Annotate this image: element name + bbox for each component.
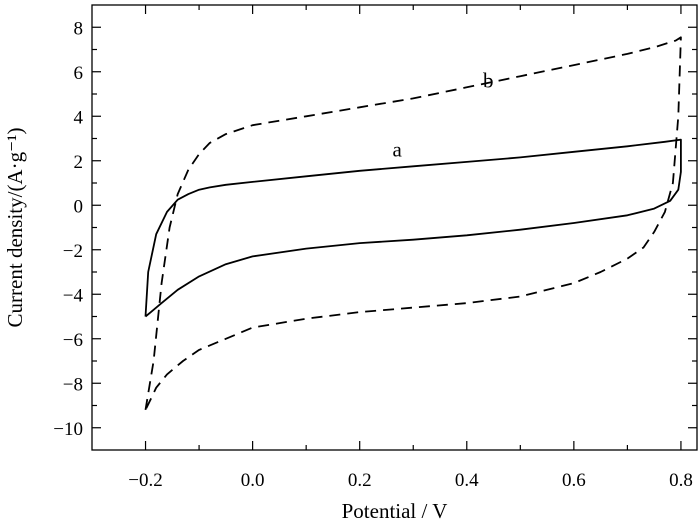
x-tick-label: 0.8 <box>669 470 693 491</box>
y-tick-label: −6 <box>63 330 83 351</box>
x-tick-label: 0.0 <box>241 470 265 491</box>
y-tick-label: −8 <box>63 374 83 395</box>
y-tick-label: −10 <box>53 419 83 440</box>
axis-tick-labels: −0.2 0.0 0.2 0.4 0.6 0.8 −10 −8 −6 −4 −2 0 2 4 6 8 <box>53 18 693 491</box>
curve-labels: ab <box>393 68 494 161</box>
y-tick-label: −4 <box>63 285 84 306</box>
y-tick-label: 8 <box>74 18 84 39</box>
x-tick-label: 0.2 <box>348 470 372 491</box>
x-tick-label: 0.4 <box>455 470 479 491</box>
y-tick-label: 4 <box>74 107 84 128</box>
axis-ticks <box>92 5 697 450</box>
curve-label-a: a <box>393 137 403 161</box>
curve-a <box>144 138 682 318</box>
y-tick-label: 0 <box>74 196 84 217</box>
y-tick-label: −2 <box>63 241 83 262</box>
x-tick-label: 0.6 <box>562 470 586 491</box>
curves <box>144 36 682 411</box>
x-tick-label: −0.2 <box>128 470 162 491</box>
x-axis-title: Potential / V <box>342 499 448 523</box>
curve-b <box>144 36 682 411</box>
y-tick-label: 6 <box>74 63 84 84</box>
curve-label-b: b <box>483 68 494 92</box>
plot-frame <box>91 4 698 451</box>
y-tick-label: 2 <box>74 152 84 173</box>
y-axis-title: Current density/(A·g⁻¹) <box>3 128 27 328</box>
